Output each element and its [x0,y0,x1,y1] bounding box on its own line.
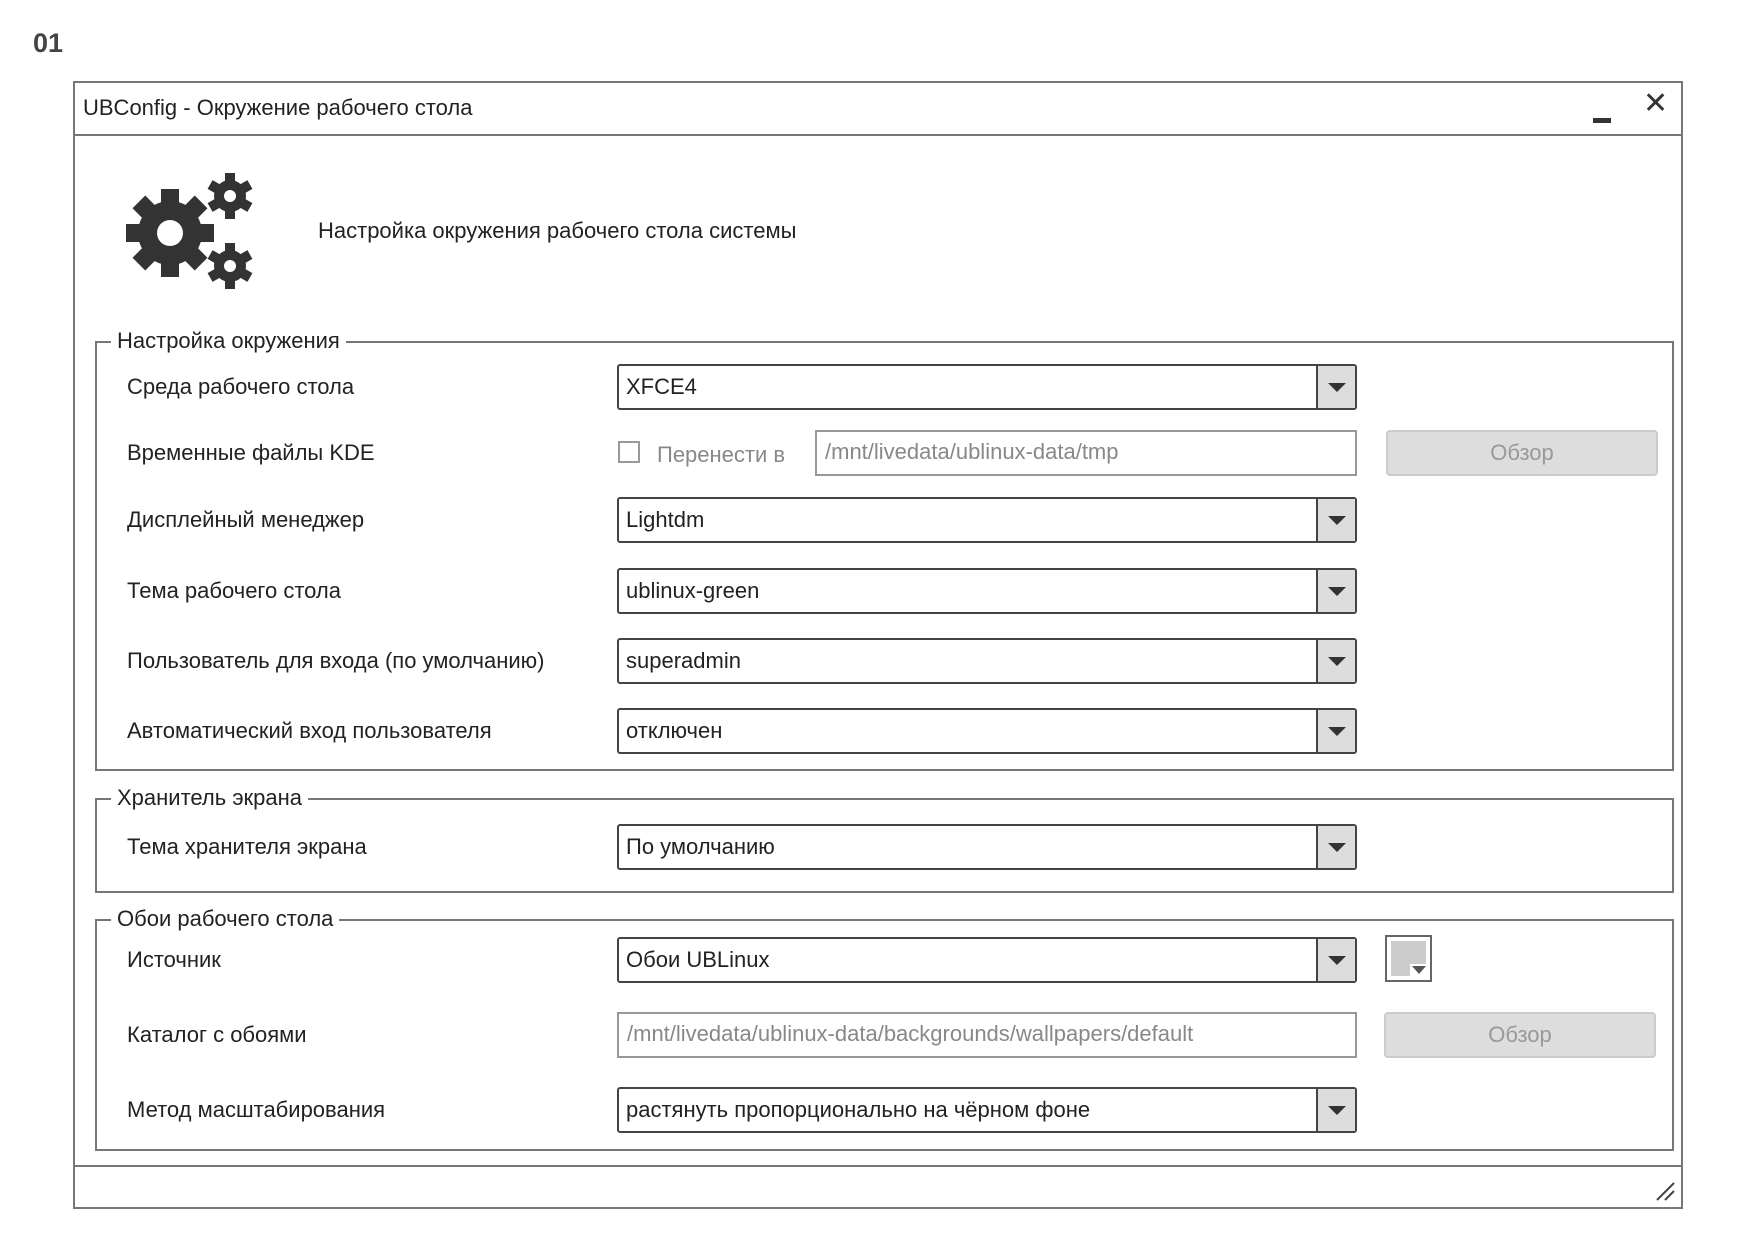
gears-icon [125,171,253,293]
scaling-combo[interactable]: растянуть пропорционально на чёрном фоне [617,1087,1357,1133]
chevron-down-icon [1316,939,1355,981]
title-bar: UBConfig - Окружение рабочего стола ✕ [75,83,1681,136]
environment-group: Настройка окружения Среда рабочего стола… [95,328,1674,771]
autologin-combo[interactable]: отключен [617,708,1357,754]
desktop-theme-combo[interactable]: ublinux-green [617,568,1357,614]
desktop-env-combo[interactable]: XFCE4 [617,364,1357,410]
screensaver-theme-combo[interactable]: По умолчанию [617,824,1357,870]
header-text: Настройка окружения рабочего стола систе… [318,218,797,243]
default-user-label: Пользователь для входа (по умолчанию) [127,648,545,673]
minimize-button[interactable] [1591,103,1613,125]
default-user-combo[interactable]: superadmin [617,638,1357,684]
close-icon: ✕ [1643,87,1669,120]
chevron-down-icon [1316,570,1355,612]
kde-temp-path-input[interactable]: /mnt/livedata/ublinux-data/tmp [815,430,1357,476]
chevron-down-icon [1316,710,1355,752]
wallpaper-color-button[interactable] [1385,935,1432,982]
screensaver-group: Хранитель экрана Тема хранителя экрана П… [95,785,1674,893]
source-combo[interactable]: Обои UBLinux [617,937,1357,983]
chevron-down-icon [1316,1089,1355,1131]
desktop-env-label: Среда рабочего стола [127,374,355,399]
kde-temp-checkbox[interactable] [618,441,640,463]
combo-value: растянуть пропорционально на чёрном фоне [626,1097,1091,1122]
minimize-icon [1593,118,1611,123]
combo-value: ublinux-green [626,578,760,603]
combo-value: отключен [626,718,723,743]
source-label: Источник [127,947,221,972]
screensaver-theme-label: Тема хранителя экрана [127,834,367,859]
resize-grip-icon[interactable] [1655,1181,1675,1201]
group-legend: Настройка окружения [111,328,346,354]
display-manager-label: Дисплейный менеджер [127,507,365,532]
desktop-theme-label: Тема рабочего стола [127,578,341,603]
autologin-label: Автоматический вход пользователя [127,718,492,743]
status-bar-divider [75,1165,1681,1167]
directory-input[interactable]: /mnt/livedata/ublinux-data/backgrounds/w… [617,1012,1357,1058]
chevron-down-icon [1316,640,1355,682]
chevron-down-icon [1316,826,1355,868]
combo-value: Lightdm [626,507,705,532]
chevron-down-icon [1412,966,1426,974]
scaling-label: Метод масштабирования [127,1097,386,1122]
combo-value: superadmin [626,648,741,673]
window: UBConfig - Окружение рабочего стола ✕ На… [73,81,1683,1209]
directory-browse-button[interactable]: Обзор [1384,1012,1656,1058]
close-button[interactable]: ✕ [1643,89,1668,119]
display-manager-combo[interactable]: Lightdm [617,497,1357,543]
chevron-down-icon [1316,499,1355,541]
window-title: UBConfig - Окружение рабочего стола [83,95,473,120]
page-number: 01 [33,28,64,58]
directory-label: Каталог с обоями [127,1022,307,1047]
wallpaper-group: Обои рабочего стола Источник Обои UBLinu… [95,906,1674,1151]
group-legend: Хранитель экрана [111,785,309,811]
combo-value: Обои UBLinux [626,947,770,972]
kde-temp-label: Временные файлы KDE [127,440,375,465]
kde-temp-checkbox-label: Перенести в [657,442,786,467]
combo-value: XFCE4 [626,374,697,399]
chevron-down-icon [1316,366,1355,408]
group-legend: Обои рабочего стола [111,906,340,932]
combo-value: По умолчанию [626,834,775,859]
kde-temp-browse-button[interactable]: Обзор [1386,430,1658,476]
